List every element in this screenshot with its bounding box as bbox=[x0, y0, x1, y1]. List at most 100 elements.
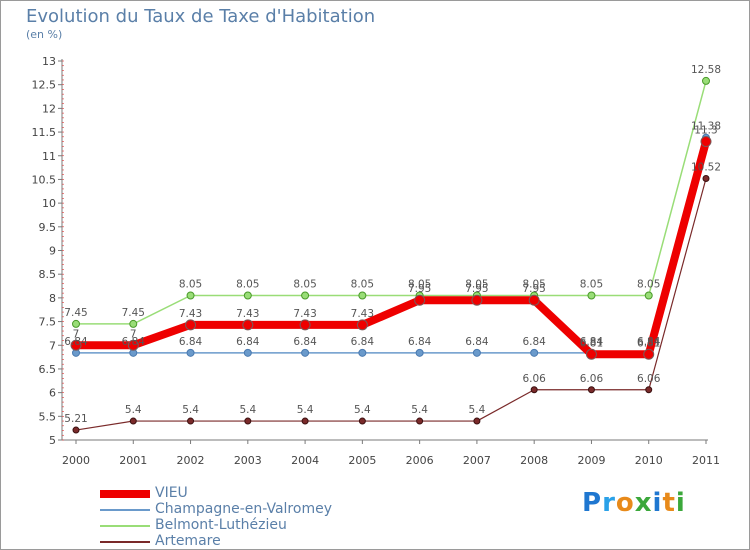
x-tick-label: 2011 bbox=[692, 454, 720, 467]
y-tick-label: 10.5 bbox=[32, 173, 57, 186]
data-label-belmont: 8.05 bbox=[580, 279, 603, 291]
data-label-champagne: 6.84 bbox=[351, 336, 375, 348]
data-point-champagne bbox=[186, 348, 195, 357]
data-label-vieu: 7 bbox=[73, 328, 80, 340]
data-label-belmont: 8.05 bbox=[465, 279, 488, 291]
data-point-belmont bbox=[702, 76, 710, 85]
data-label-artemare: 5.4 bbox=[297, 404, 314, 416]
data-point-belmont bbox=[129, 319, 138, 328]
legend-label-vieu: VIEU bbox=[155, 485, 188, 501]
data-label-belmont: 7.45 bbox=[64, 307, 87, 319]
data-label-artemare: 6.06 bbox=[637, 373, 661, 385]
y-tick-label: 8 bbox=[49, 292, 56, 305]
chart-title: Evolution du Taux de Taxe d'Habitation bbox=[26, 6, 376, 27]
y-tick-label: 9 bbox=[49, 245, 56, 258]
data-label-champagne: 6.84 bbox=[236, 336, 260, 348]
data-label-champagne: 11.38 bbox=[691, 121, 721, 133]
y-tick-label: 11.5 bbox=[32, 126, 57, 139]
data-label-artemare: 5.4 bbox=[182, 404, 199, 416]
data-point-artemare bbox=[530, 386, 538, 394]
x-tick-label: 2003 bbox=[234, 454, 262, 467]
legend-swatch-artemare bbox=[100, 541, 150, 543]
data-point-artemare bbox=[129, 417, 137, 425]
data-point-artemare bbox=[358, 417, 366, 425]
data-point-artemare bbox=[645, 386, 653, 394]
legend-swatch-belmont bbox=[100, 525, 150, 527]
data-point-vieu bbox=[585, 348, 597, 360]
data-point-vieu bbox=[643, 348, 655, 360]
data-label-belmont: 12.58 bbox=[691, 64, 721, 76]
legend-swatch-champagne bbox=[100, 509, 150, 511]
data-label-artemare: 5.21 bbox=[64, 413, 87, 425]
data-point-champagne bbox=[415, 348, 424, 357]
data-label-belmont: 8.05 bbox=[179, 279, 202, 291]
data-label-belmont: 8.05 bbox=[408, 279, 431, 291]
y-tick-label: 5.5 bbox=[39, 410, 57, 423]
data-point-champagne bbox=[472, 348, 481, 357]
x-tick-label: 2009 bbox=[577, 454, 605, 467]
data-point-vieu bbox=[127, 339, 139, 351]
y-tick-label: 6.5 bbox=[39, 363, 57, 376]
data-point-vieu bbox=[414, 294, 426, 306]
logo-letter: r bbox=[602, 488, 616, 518]
x-tick-label: 2008 bbox=[520, 454, 548, 467]
data-label-artemare: 5.4 bbox=[469, 404, 486, 416]
data-point-vieu bbox=[299, 319, 311, 331]
data-label-belmont: 8.05 bbox=[351, 279, 374, 291]
data-label-vieu: 7.43 bbox=[351, 308, 374, 320]
data-point-vieu bbox=[356, 319, 368, 331]
data-label-champagne: 6.84 bbox=[522, 336, 546, 348]
data-point-artemare bbox=[587, 386, 595, 394]
y-tick-label: 5 bbox=[49, 434, 56, 447]
data-label-vieu: 11.3 bbox=[694, 125, 717, 137]
data-point-artemare bbox=[473, 417, 481, 425]
data-point-belmont bbox=[243, 291, 252, 300]
y-tick-label: 6 bbox=[49, 387, 56, 400]
series-line-artemare bbox=[75, 177, 707, 431]
y-tick-label: 11 bbox=[42, 150, 56, 163]
x-tick-label: 2010 bbox=[635, 454, 663, 467]
data-label-vieu: 7 bbox=[130, 328, 137, 340]
data-label-champagne: 6.84 bbox=[580, 336, 604, 348]
data-point-vieu bbox=[528, 294, 540, 306]
data-point-vieu bbox=[242, 319, 254, 331]
legend-label-champagne: Champagne-en-Valromey bbox=[155, 501, 332, 517]
y-tick-label: 8.5 bbox=[39, 268, 57, 281]
data-label-champagne: 6.84 bbox=[64, 336, 88, 348]
data-point-belmont bbox=[72, 319, 80, 328]
legend-swatch-vieu bbox=[100, 490, 150, 498]
data-point-artemare bbox=[301, 417, 309, 425]
data-point-champagne bbox=[530, 348, 539, 357]
logo-letter: i bbox=[652, 488, 663, 518]
data-label-belmont: 8.05 bbox=[236, 279, 259, 291]
data-point-artemare bbox=[702, 174, 710, 182]
data-label-vieu: 7.43 bbox=[236, 308, 259, 320]
data-label-champagne: 6.84 bbox=[408, 336, 432, 348]
x-tick-label: 2006 bbox=[406, 454, 434, 467]
data-label-belmont: 8.05 bbox=[637, 279, 660, 291]
data-label-artemare: 5.4 bbox=[411, 404, 428, 416]
data-label-belmont: 8.05 bbox=[293, 279, 316, 291]
y-tick-label: 12.5 bbox=[32, 79, 57, 92]
x-tick-label: 2005 bbox=[348, 454, 376, 467]
y-tick-label: 7.5 bbox=[39, 316, 57, 329]
data-label-artemare: 10.52 bbox=[691, 161, 721, 173]
chart-subtitle: (en %) bbox=[26, 28, 63, 41]
series-line-vieu bbox=[72, 137, 710, 359]
logo-letter: o bbox=[615, 488, 635, 518]
data-label-champagne: 6.84 bbox=[637, 336, 661, 348]
data-label-belmont: 7.45 bbox=[122, 307, 145, 319]
legend-label-artemare: Artemare bbox=[155, 533, 221, 549]
x-tick-label: 2001 bbox=[119, 454, 147, 467]
series-line-belmont bbox=[75, 80, 707, 325]
x-tick-label: 2002 bbox=[177, 454, 205, 467]
proxiti-logo: Proxiti bbox=[582, 488, 686, 518]
data-label-artemare: 6.06 bbox=[580, 373, 604, 385]
data-point-belmont bbox=[186, 291, 195, 300]
y-tick-label: 7 bbox=[49, 339, 56, 352]
data-label-champagne: 6.84 bbox=[293, 336, 317, 348]
data-point-artemare bbox=[187, 417, 195, 425]
x-tick-label: 2000 bbox=[62, 454, 90, 467]
data-label-artemare: 5.4 bbox=[354, 404, 371, 416]
